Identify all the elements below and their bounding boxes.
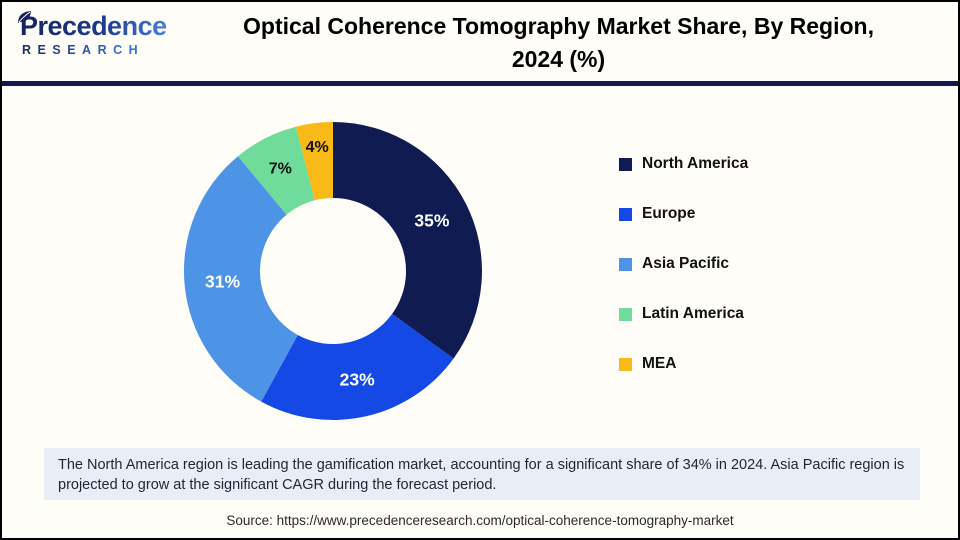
slice-label-latin-america: 7% <box>269 161 292 178</box>
donut-slice-europe <box>261 313 454 421</box>
precedence-research-logo: Precedence RESEARCH <box>18 11 170 57</box>
donut-slice-asia-pacific <box>183 156 298 402</box>
legend-swatch-north-america <box>619 157 632 171</box>
donut-slice-north-america <box>333 122 482 359</box>
chart-title-line2: 2024 (%) <box>511 46 606 72</box>
source-line: Source: https://www.precedenceresearch.c… <box>226 513 734 528</box>
donut-slice-latin-america <box>238 126 315 215</box>
insight-note-text: The North America region is leading the … <box>58 457 905 493</box>
legend-swatch-europe <box>619 207 632 221</box>
chart-title: Optical Coherence Tomography Market Shar… <box>187 2 930 76</box>
chart-legend: North America Europe Asia Pacific Latin Ame… <box>619 151 748 401</box>
legend-swatch-asia-pacific <box>619 257 632 271</box>
header: Precedence RESEARCH Optical Coherence To… <box>2 2 958 86</box>
slice-label-asia-pacific: 31% <box>205 271 240 291</box>
legend-label-latin-america: Latin America <box>642 305 744 322</box>
donut-slice-mea <box>295 122 333 201</box>
legend-label-north-america: North America <box>642 155 749 172</box>
logo-subtitle: RESEARCH <box>22 44 170 57</box>
legend-item-latin-america: Latin America <box>619 301 748 327</box>
legend-item-asia-pacific: Asia Pacific <box>619 251 748 277</box>
slice-label-north-america: 35% <box>414 211 449 231</box>
legend-swatch-latin-america <box>619 307 632 321</box>
legend-item-north-america: North America <box>619 151 748 177</box>
legend-label-asia-pacific: Asia Pacific <box>642 255 730 272</box>
insight-note-box: The North America region is leading the … <box>44 448 920 500</box>
leaf-icon <box>18 11 31 23</box>
slice-label-europe: 23% <box>340 369 375 389</box>
logo-wordmark: Precedence <box>20 13 170 40</box>
legend-label-europe: Europe <box>642 205 696 222</box>
chart-title-line1: Optical Coherence Tomography Market Shar… <box>243 13 874 39</box>
slice-label-mea: 4% <box>306 139 329 156</box>
legend-label-mea: MEA <box>642 355 677 372</box>
legend-item-mea: MEA <box>619 351 748 377</box>
legend-swatch-mea <box>619 357 632 371</box>
legend-item-europe: Europe <box>619 201 748 227</box>
